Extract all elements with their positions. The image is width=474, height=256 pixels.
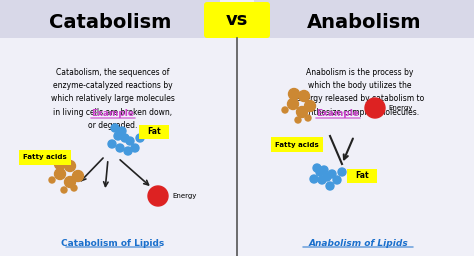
Text: Example: Example xyxy=(91,110,135,119)
Text: vs: vs xyxy=(226,11,248,29)
Text: Energy: Energy xyxy=(388,105,412,111)
FancyBboxPatch shape xyxy=(139,125,169,139)
Circle shape xyxy=(328,170,336,178)
Circle shape xyxy=(64,176,75,187)
Text: Anabolism of Lipids: Anabolism of Lipids xyxy=(308,240,408,249)
Text: Fat: Fat xyxy=(147,127,161,136)
Text: Anabolism is the process by
which the body utilizes the
energy released by catab: Anabolism is the process by which the bo… xyxy=(296,68,424,116)
Circle shape xyxy=(108,140,116,148)
Circle shape xyxy=(282,107,288,113)
Text: Fatty acids: Fatty acids xyxy=(23,155,67,161)
Circle shape xyxy=(114,132,122,140)
Text: Catabolism: Catabolism xyxy=(49,13,171,31)
Circle shape xyxy=(116,144,124,152)
Circle shape xyxy=(71,185,77,191)
FancyBboxPatch shape xyxy=(254,0,474,38)
Circle shape xyxy=(318,176,326,184)
Text: Example: Example xyxy=(317,110,359,119)
Circle shape xyxy=(136,134,144,142)
Circle shape xyxy=(333,176,341,184)
FancyBboxPatch shape xyxy=(19,150,71,165)
Circle shape xyxy=(55,168,65,179)
Circle shape xyxy=(305,115,311,121)
Circle shape xyxy=(365,98,385,118)
Text: Catabolism of Lipids: Catabolism of Lipids xyxy=(61,240,164,249)
Circle shape xyxy=(295,117,301,123)
Circle shape xyxy=(310,175,318,183)
Circle shape xyxy=(148,186,168,206)
Text: Fatty acids: Fatty acids xyxy=(275,142,319,147)
Text: Energy: Energy xyxy=(172,193,196,199)
Text: Catabolism, the sequences of
enzyme-catalyzed reactions by
which relatively larg: Catabolism, the sequences of enzyme-cata… xyxy=(51,68,175,130)
Circle shape xyxy=(61,187,67,193)
Circle shape xyxy=(118,127,126,135)
Circle shape xyxy=(111,124,119,132)
FancyBboxPatch shape xyxy=(271,137,323,152)
Circle shape xyxy=(55,158,65,169)
Circle shape xyxy=(121,134,129,142)
Circle shape xyxy=(73,170,83,182)
Text: Anabolism: Anabolism xyxy=(307,13,421,31)
Circle shape xyxy=(313,164,321,172)
Circle shape xyxy=(323,173,331,181)
Circle shape xyxy=(49,177,55,183)
Circle shape xyxy=(304,101,316,112)
FancyBboxPatch shape xyxy=(347,169,377,183)
Circle shape xyxy=(289,89,300,100)
Circle shape xyxy=(297,106,308,118)
Circle shape xyxy=(338,168,346,176)
Text: Fat: Fat xyxy=(355,172,369,180)
Circle shape xyxy=(126,137,134,145)
Circle shape xyxy=(124,147,132,155)
Circle shape xyxy=(316,168,324,176)
Circle shape xyxy=(288,99,299,110)
Circle shape xyxy=(299,91,310,101)
Circle shape xyxy=(131,144,139,152)
FancyBboxPatch shape xyxy=(204,2,270,38)
Circle shape xyxy=(326,182,334,190)
Circle shape xyxy=(320,166,328,174)
Circle shape xyxy=(64,161,75,172)
FancyBboxPatch shape xyxy=(0,0,220,38)
